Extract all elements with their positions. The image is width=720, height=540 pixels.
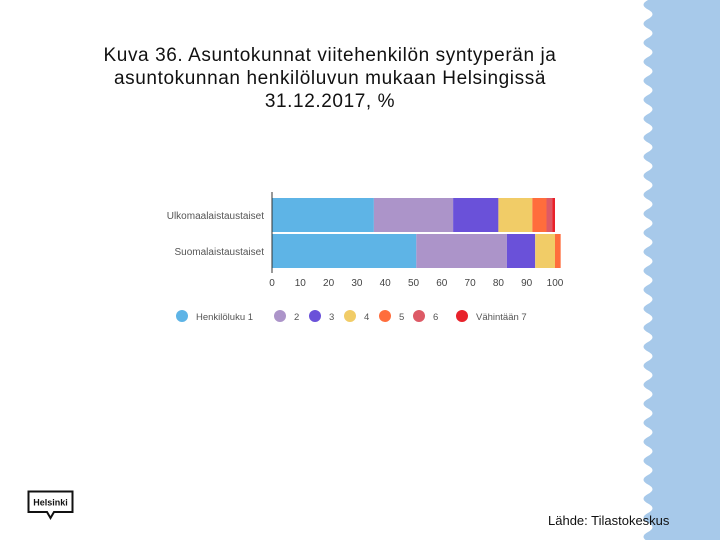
title-line-1: Kuva 36. Asuntokunnat viitehenkilön synt… bbox=[103, 45, 557, 66]
x-tick-label: 60 bbox=[436, 278, 448, 289]
x-tick-label: 70 bbox=[465, 278, 477, 289]
x-tick-label: 100 bbox=[547, 278, 564, 289]
bar-segment-2-1 bbox=[272, 234, 417, 268]
x-tick-label: 80 bbox=[493, 278, 505, 289]
legend-swatch bbox=[309, 310, 321, 322]
legend-label: 3 bbox=[329, 312, 334, 323]
bar-segment-2-2 bbox=[416, 234, 507, 268]
legend-label: 5 bbox=[399, 312, 404, 323]
legend-label: 4 bbox=[364, 312, 369, 323]
legend-label: 2 bbox=[294, 312, 299, 323]
stacked-bar-chart: Ulkomaalaistaustaiset Suomalaistaustaiset… bbox=[167, 192, 564, 323]
bar-segment-1-2 bbox=[373, 198, 454, 232]
slide-title: Kuva 36. Asuntokunnat viitehenkilön synt… bbox=[60, 44, 600, 113]
wave-shape bbox=[643, 0, 720, 540]
svg-text:Helsinki: Helsinki bbox=[33, 498, 68, 508]
bar-segment-2-5 bbox=[555, 234, 561, 268]
x-tick-label: 40 bbox=[380, 278, 392, 289]
legend-swatch bbox=[176, 310, 188, 322]
bar-segment-1-5 bbox=[532, 198, 547, 232]
legend-label: 6 bbox=[433, 312, 438, 323]
helsinki-logo: Helsinki bbox=[27, 490, 74, 520]
bar-segment-1-6 bbox=[546, 198, 553, 232]
category-label: Suomalaistaustaiset bbox=[175, 247, 265, 258]
title-line-2: asuntokunnan henkilöluvun mukaan Helsing… bbox=[114, 68, 546, 89]
legend-swatch bbox=[344, 310, 356, 322]
x-tick-label: 90 bbox=[521, 278, 533, 289]
source-note: Lähde: Tilastokeskus bbox=[548, 513, 670, 528]
bar-segment-1-4 bbox=[498, 198, 533, 232]
legend-swatch bbox=[413, 310, 425, 322]
bar-segment-1-1 bbox=[272, 198, 374, 232]
legend-swatch bbox=[274, 310, 286, 322]
bar-segment-2-3 bbox=[506, 234, 536, 268]
category-label: Ulkomaalaistaustaiset bbox=[167, 211, 264, 222]
legend-swatch bbox=[456, 310, 468, 322]
legend-label: Henkilöluku 1 bbox=[196, 312, 253, 323]
x-tick-label: 10 bbox=[295, 278, 307, 289]
x-tick-label: 20 bbox=[323, 278, 335, 289]
bar-segment-1-7 bbox=[552, 198, 555, 232]
x-tick-label: 30 bbox=[351, 278, 363, 289]
title-line-3: 31.12.2017, % bbox=[264, 91, 396, 112]
bar-segment-2-4 bbox=[535, 234, 555, 268]
legend-label: Vähintään 7 bbox=[476, 312, 527, 323]
x-tick-label: 0 bbox=[269, 278, 275, 289]
bar-segment-1-3 bbox=[453, 198, 499, 232]
legend-swatch bbox=[379, 310, 391, 322]
x-tick-label: 50 bbox=[408, 278, 420, 289]
